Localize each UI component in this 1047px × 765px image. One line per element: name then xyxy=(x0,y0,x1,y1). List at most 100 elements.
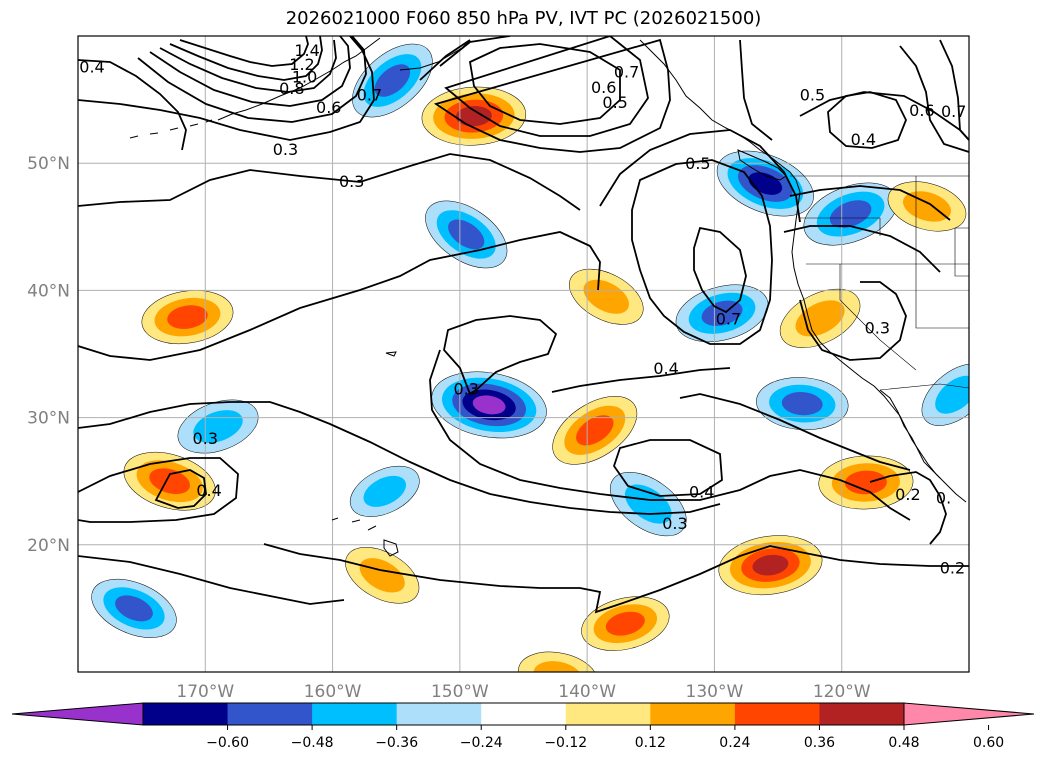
contour-0.4-offshore xyxy=(599,129,907,361)
border-id xyxy=(915,176,969,329)
coast-aleutians-islands xyxy=(129,119,213,139)
lat-tick-label: 50°N xyxy=(27,154,70,174)
figure-title: 2026021000 F060 850 hPa PV, IVT PC (2026… xyxy=(285,8,762,29)
contour-0.2-baja xyxy=(869,471,947,545)
colorbar: −0.60 −0.48 −0.36 −0.24 −0.12 0.12 0.24 0.36 0.4… xyxy=(11,702,1035,751)
contour-0.4-north xyxy=(78,59,187,151)
ivt-level-2 xyxy=(448,219,485,250)
ivt-feature-negative-anomaly-small-near-hawaii xyxy=(349,465,420,517)
contour-0.7-gulf xyxy=(468,43,621,125)
contour-0.3-west xyxy=(78,401,721,515)
contour-label: 1.2 xyxy=(289,55,314,74)
contour-0.4-coast xyxy=(789,185,951,221)
lon-tick-label: 170°W xyxy=(176,682,234,702)
ivt-feature-negative-anomaly-british-columbia-coast xyxy=(803,182,898,246)
contour-0.7-offshore xyxy=(693,226,747,314)
contour-0.4-canada-ring xyxy=(827,91,907,149)
ivt-feature-negative-anomaly-off-california xyxy=(675,284,769,342)
contour-0.5-gulf xyxy=(419,38,671,153)
lon-tick-label: 150°W xyxy=(431,682,489,702)
contour-label: 1.0 xyxy=(292,68,317,87)
contour-label: 0.3 xyxy=(662,514,687,533)
contour-label: 0.4 xyxy=(653,359,678,378)
contour-label: 0. xyxy=(936,489,951,508)
ivt-feature-positive-anomaly-hawaii xyxy=(345,547,420,604)
contour-1.4 xyxy=(179,36,309,67)
contour-0.3-north xyxy=(78,36,375,141)
ivt-level-1 xyxy=(583,279,629,314)
ivt-level-2 xyxy=(844,470,887,495)
ivt-feature-positive-anomaly-gulf-of-alaska-west xyxy=(421,86,527,146)
contour-label: 0.3 xyxy=(273,140,298,159)
ivt-level-1 xyxy=(359,558,405,593)
colorbar-swatch xyxy=(143,703,229,725)
border-wa-or xyxy=(800,217,881,236)
border-ca-nv xyxy=(839,264,917,371)
colorbar-extend-max xyxy=(903,702,1035,726)
contour-1.2 xyxy=(169,36,323,81)
contour-label: 0.3 xyxy=(453,379,478,398)
colorbar-frame xyxy=(142,702,905,726)
ivt-level-3 xyxy=(752,554,789,576)
lon-tick-label: 140°W xyxy=(558,682,616,702)
lon-tick-label: 120°W xyxy=(813,682,871,702)
contour-0.8 xyxy=(149,36,351,107)
ivt-level-4 xyxy=(472,395,506,415)
ivt-feature-positive-anomaly-tropical-central xyxy=(581,596,670,651)
contour-label: 0.7 xyxy=(614,63,639,82)
lat-tick-label: 30°N xyxy=(27,409,70,429)
contour-0.3-midlat xyxy=(78,153,581,211)
state-borders xyxy=(790,175,969,391)
contour-0.3-west-ring xyxy=(78,457,239,523)
coast-small-island xyxy=(385,351,397,357)
contour-0.2-south xyxy=(78,543,969,614)
contour-label: 0.4 xyxy=(79,58,104,77)
ivt-feature-negative-anomaly-north-central-pacific xyxy=(425,200,508,269)
colorbar-tick-label: −0.12 xyxy=(544,735,587,751)
ivt-level-1 xyxy=(533,661,583,672)
lon-tick-label: 160°W xyxy=(304,682,362,702)
lat-tick-label: 40°N xyxy=(27,281,70,301)
contour-0.6 xyxy=(137,36,367,123)
colorbar-tick-label: 0.24 xyxy=(719,735,750,751)
contour-0.3-pacific-cutoff xyxy=(443,315,558,396)
ivt-level-2 xyxy=(374,64,411,97)
map-frame xyxy=(77,35,970,673)
ivt-feature-positive-anomaly-bottom-edge xyxy=(518,651,598,672)
contour-label: 0.3 xyxy=(865,318,890,337)
contour-label: 0.7 xyxy=(716,309,741,328)
coast-vancouver-island xyxy=(737,149,787,181)
pv-contour-labels: 1.41.21.00.80.60.70.40.30.30.70.60.50.50… xyxy=(79,41,966,578)
colorbar-tick-label: 0.60 xyxy=(973,735,1004,751)
ivt-feature-negative-anomaly-pacific-northwest xyxy=(716,150,814,217)
contour-label: 1.4 xyxy=(294,41,319,60)
contour-0.6-canada xyxy=(899,45,969,153)
ivt-level-2 xyxy=(149,468,191,495)
contour-0.5-offshore xyxy=(631,159,773,345)
contour-label: 0.6 xyxy=(909,101,934,120)
contour-0.7-canada xyxy=(939,39,969,141)
coast-baja xyxy=(879,389,941,479)
map-panel: 1.41.21.00.80.60.70.40.30.30.70.60.50.50… xyxy=(27,35,970,702)
coast-hawaii xyxy=(331,517,399,557)
ivt-level-2 xyxy=(781,391,823,416)
axis-ticks: 170°W 160°W 150°W 140°W 130°W 120°W 20°N 30°N 40… xyxy=(27,154,871,702)
ivt-feature-negative-anomaly-mexico-edge xyxy=(921,363,969,426)
colorbar-swatch xyxy=(819,703,905,725)
contour-label: 0.5 xyxy=(602,93,627,112)
contour-label: 0.5 xyxy=(685,154,710,173)
ivt-feature-positive-anomaly-tropical-east xyxy=(718,535,823,596)
contour-0.4-band xyxy=(551,367,911,471)
ivt-feature-negative-anomaly-subtropical-band xyxy=(431,371,547,439)
contour-label: 0.2 xyxy=(940,559,965,578)
pv-contours xyxy=(78,36,969,614)
contour-label: 0.3 xyxy=(193,429,218,448)
contour-label: 0.4 xyxy=(689,482,714,501)
colorbar-swatch xyxy=(312,703,398,725)
colorbar-swatch xyxy=(227,703,313,725)
contour-label: 0.8 xyxy=(279,79,304,98)
ivt-level-2 xyxy=(576,415,614,446)
border-box-east xyxy=(954,227,969,277)
gridlines xyxy=(78,36,969,672)
